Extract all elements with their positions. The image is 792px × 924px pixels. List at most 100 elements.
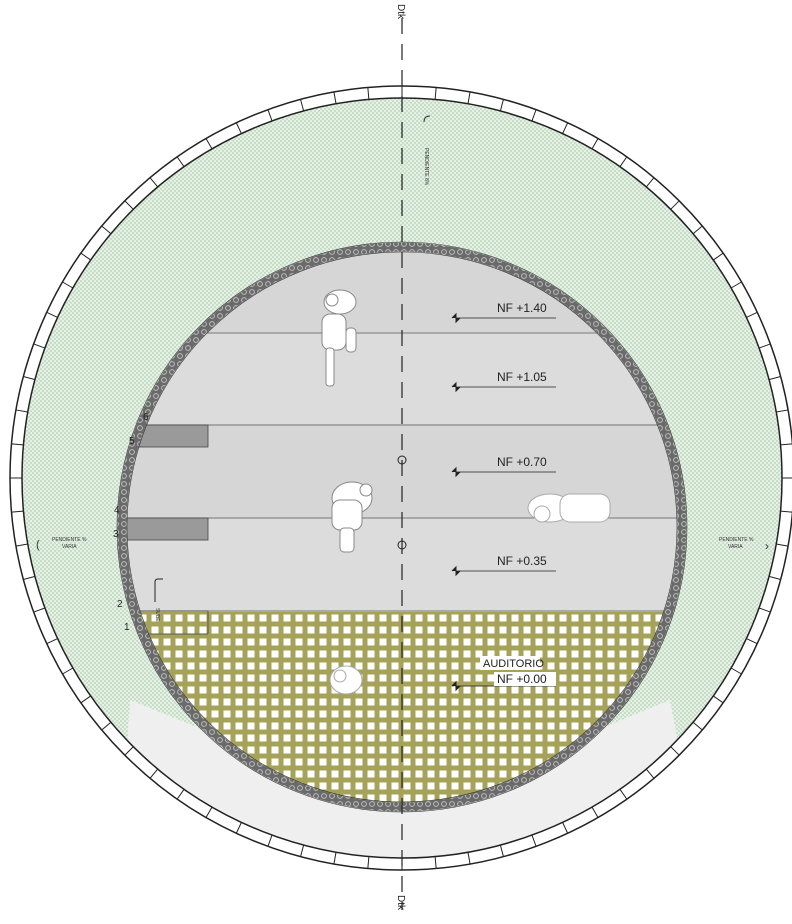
brick-joint <box>467 852 471 865</box>
brick-joint <box>730 667 742 675</box>
brick-joint <box>101 225 112 235</box>
stair-tag: SUBE <box>154 608 160 622</box>
level-marker: NF +1.40 <box>451 301 556 324</box>
section-mark-bottom: Dtk <box>395 895 406 911</box>
brick-joint <box>692 225 703 235</box>
slope-label-left-1: PENDIENTE % <box>52 537 87 543</box>
brick-joint <box>776 409 789 413</box>
brick-joint <box>746 638 758 645</box>
brick-joint <box>780 510 792 513</box>
brick-joint <box>176 788 185 800</box>
person-walking-icon <box>321 289 357 387</box>
brick-joint <box>645 177 655 188</box>
brick-joint <box>712 695 724 704</box>
stair-arrow <box>154 578 163 602</box>
person-auditorium-icon <box>329 665 363 695</box>
level-marker: NF +1.05 <box>451 370 556 393</box>
room-label: AUDITORIO <box>483 658 544 670</box>
brick-joint <box>80 695 92 704</box>
brick-joint <box>531 834 537 847</box>
step-number: 1 <box>124 622 130 633</box>
brick-joint <box>11 443 24 446</box>
step-number: 5 <box>129 436 135 447</box>
person-lying-icon <box>527 493 611 523</box>
brick-joint <box>23 575 36 580</box>
brick-joint <box>80 252 92 261</box>
brick-joint <box>62 667 74 675</box>
brick-joint <box>300 844 305 857</box>
level-marker: NF +0.70 <box>451 455 556 478</box>
brick-joint <box>591 138 599 150</box>
level-label: NF +1.05 <box>497 370 547 384</box>
level-marker: AUDITORIO NF +0.00 <box>451 656 556 692</box>
brick-joint <box>149 177 159 188</box>
brick-joint <box>591 806 599 818</box>
brick-joint <box>205 806 213 818</box>
brick-joint <box>645 768 655 779</box>
slope-arrow-right: › <box>765 539 769 553</box>
brick-joint <box>531 109 537 122</box>
brick-joint <box>15 409 28 413</box>
brick-joint <box>235 822 242 834</box>
brick-joint <box>205 138 213 150</box>
brick-joint <box>33 607 46 613</box>
brick-joint <box>333 91 337 104</box>
brick-joint <box>333 852 337 865</box>
brick-joint <box>670 746 680 756</box>
slope-label-right-2: VARIA <box>728 544 743 550</box>
level-marker: NF +0.35 <box>451 554 556 577</box>
brick-joint <box>619 156 628 168</box>
brick-joint <box>267 834 273 847</box>
step-number: 3 <box>113 529 119 540</box>
brick-joint <box>23 376 36 381</box>
brick-joint <box>434 87 437 100</box>
section-mark-top: Dtk <box>395 4 406 20</box>
slope-label-left-2: VARIA <box>62 544 77 550</box>
brick-joint <box>124 746 134 756</box>
brick-joint <box>149 768 159 779</box>
brick-joint <box>670 200 680 210</box>
brick-joint <box>746 311 758 318</box>
brick-joint <box>11 510 24 513</box>
brick-joint <box>124 200 134 210</box>
step-number: 2 <box>117 599 123 610</box>
slope-label-right-1: PENDIENTE % <box>719 537 754 543</box>
brick-joint <box>176 156 185 168</box>
level-label: NF +0.35 <box>497 554 547 568</box>
brick-joint <box>62 281 74 289</box>
brick-joint <box>780 443 792 446</box>
brick-joint <box>768 376 781 381</box>
level-label: NF +1.40 <box>497 301 547 315</box>
brick-joint <box>101 721 112 731</box>
brick-joint <box>467 91 471 104</box>
brick-joint <box>46 638 58 645</box>
brick-joint <box>768 575 781 580</box>
step-number: 6 <box>143 412 149 423</box>
brick-joint <box>730 281 742 289</box>
brick-joint <box>758 343 771 349</box>
brick-joint <box>712 252 724 261</box>
person-sitting-icon <box>331 481 373 553</box>
brick-joint <box>300 99 305 112</box>
brick-joint <box>235 122 242 134</box>
slope-label-top: PENDIENTE 8% <box>423 148 429 186</box>
level-label: NF +0.70 <box>497 455 547 469</box>
brick-joint <box>15 543 28 547</box>
brick-joint <box>434 856 437 869</box>
brick-joint <box>619 788 628 800</box>
level-label: NF +0.00 <box>497 672 547 686</box>
slope-arrow-left: ( <box>36 539 40 551</box>
brick-joint <box>499 99 504 112</box>
brick-joint <box>367 856 370 869</box>
brick-joint <box>562 822 569 834</box>
brick-joint <box>776 543 789 547</box>
brick-joint <box>267 109 273 122</box>
brick-joint <box>499 844 504 857</box>
brick-joint <box>33 343 46 349</box>
brick-joint <box>562 122 569 134</box>
step-number: 4 <box>114 505 120 516</box>
brick-joint <box>692 721 703 731</box>
brick-joint <box>758 607 771 613</box>
stair-block-lower <box>122 517 209 541</box>
